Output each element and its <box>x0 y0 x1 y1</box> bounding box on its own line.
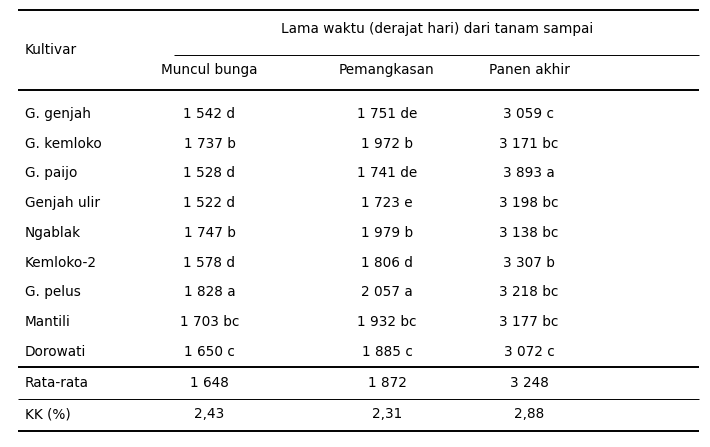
Text: G. pelus: G. pelus <box>25 285 81 299</box>
Text: 3 177 bc: 3 177 bc <box>499 315 559 329</box>
Text: 2,43: 2,43 <box>195 407 224 421</box>
Text: Genjah ulir: Genjah ulir <box>25 196 100 210</box>
Text: 1 542 d: 1 542 d <box>183 107 236 121</box>
Text: 1 828 a: 1 828 a <box>184 285 235 299</box>
Text: 3 198 bc: 3 198 bc <box>499 196 559 210</box>
Text: 1 703 bc: 1 703 bc <box>180 315 239 329</box>
Text: 1 872: 1 872 <box>368 376 406 390</box>
Text: 1 932 bc: 1 932 bc <box>357 315 417 329</box>
Text: 3 307 b: 3 307 b <box>503 256 555 270</box>
Text: 1 723 e: 1 723 e <box>361 196 413 210</box>
Text: Panen akhir: Panen akhir <box>488 63 569 77</box>
Text: 3 248: 3 248 <box>510 376 548 390</box>
Text: G. paijo: G. paijo <box>25 166 77 181</box>
Text: 1 806 d: 1 806 d <box>361 256 413 270</box>
Text: KK (%): KK (%) <box>25 407 70 421</box>
Text: 1 522 d: 1 522 d <box>183 196 236 210</box>
Text: 1 741 de: 1 741 de <box>357 166 417 181</box>
Text: 1 650 c: 1 650 c <box>184 345 235 359</box>
Text: 1 578 d: 1 578 d <box>183 256 236 270</box>
Text: 3 171 bc: 3 171 bc <box>499 137 559 151</box>
Text: Dorowati: Dorowati <box>25 345 86 359</box>
Text: G. genjah: G. genjah <box>25 107 91 121</box>
Text: Kultivar: Kultivar <box>25 43 77 57</box>
Text: 1 885 c: 1 885 c <box>361 345 413 359</box>
Text: 1 528 d: 1 528 d <box>183 166 236 181</box>
Text: 3 072 c: 3 072 c <box>503 345 555 359</box>
Text: Muncul bunga: Muncul bunga <box>161 63 258 77</box>
Text: 1 979 b: 1 979 b <box>361 226 413 240</box>
Text: 3 893 a: 3 893 a <box>503 166 555 181</box>
Text: 1 648: 1 648 <box>190 376 229 390</box>
Text: Pemangkasan: Pemangkasan <box>339 63 435 77</box>
Text: Kemloko-2: Kemloko-2 <box>25 256 97 270</box>
Text: Lama waktu (derajat hari) dari tanam sampai: Lama waktu (derajat hari) dari tanam sam… <box>280 22 593 36</box>
Text: G. kemloko: G. kemloko <box>25 137 102 151</box>
Text: Mantili: Mantili <box>25 315 71 329</box>
Text: 1 747 b: 1 747 b <box>183 226 236 240</box>
Text: 1 737 b: 1 737 b <box>183 137 236 151</box>
Text: Rata-rata: Rata-rata <box>25 376 89 390</box>
Text: 2,31: 2,31 <box>372 407 402 421</box>
Text: 1 751 de: 1 751 de <box>356 107 417 121</box>
Text: 1 972 b: 1 972 b <box>361 137 413 151</box>
Text: 2 057 a: 2 057 a <box>361 285 413 299</box>
Text: 3 218 bc: 3 218 bc <box>499 285 559 299</box>
Text: 2,88: 2,88 <box>514 407 544 421</box>
Text: Ngablak: Ngablak <box>25 226 81 240</box>
Text: 3 138 bc: 3 138 bc <box>499 226 559 240</box>
Text: 3 059 c: 3 059 c <box>503 107 555 121</box>
